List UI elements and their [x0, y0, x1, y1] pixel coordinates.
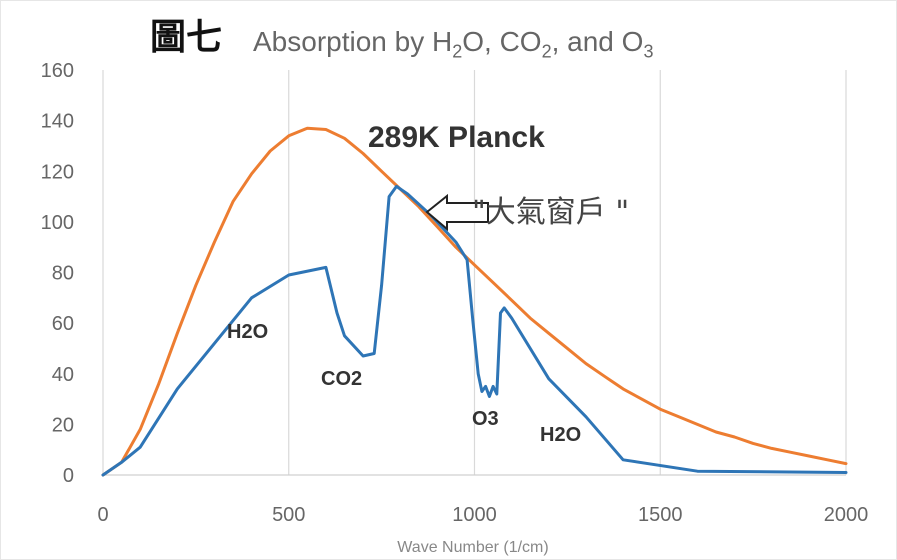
y-tick-label-80: 80 — [52, 263, 74, 285]
absorbed-spectrum-curve — [101, 184, 848, 477]
x-tick-label-1000: 1000 — [452, 504, 497, 526]
x-tick-label-0: 0 — [97, 504, 108, 526]
planck-label: 289K Planck — [368, 121, 545, 154]
title-text-3: , and O — [551, 26, 644, 57]
h2o-high-label: H2O — [540, 424, 581, 446]
title-text-2: O, CO — [462, 26, 542, 57]
title-sub-2: 2 — [541, 41, 552, 62]
h2o-low-label: H2O — [227, 321, 268, 343]
x-tick-labels: 0 500 1000 1500 2000 — [97, 504, 868, 526]
y-tick-label-140: 140 — [41, 111, 74, 133]
x-tick-label-1500: 1500 — [638, 504, 683, 526]
series-lines — [101, 126, 848, 477]
y-tick-label-100: 100 — [41, 212, 74, 234]
title-sub-1: 2 — [452, 41, 463, 62]
co2-label: CO2 — [321, 368, 362, 390]
o3-label: O3 — [472, 408, 499, 430]
y-tick-label-0: 0 — [63, 465, 74, 487]
y-tick-label-20: 20 — [52, 414, 74, 436]
x-tick-label-500: 500 — [272, 504, 305, 526]
window-arrow — [425, 193, 489, 232]
title-text-1: Absorption by H — [253, 26, 453, 57]
y-tick-label-120: 120 — [41, 161, 74, 183]
y-tick-label-60: 60 — [52, 313, 74, 335]
x-axis-title: Wave Number (1/cm) — [397, 539, 548, 556]
y-tick-label-40: 40 — [52, 364, 74, 386]
y-tick-label-160: 160 — [41, 60, 74, 82]
planck-curve — [101, 126, 848, 477]
x-tick-label-2000: 2000 — [824, 504, 869, 526]
figure-label: 圖七 — [150, 17, 223, 58]
title-sub-3: 3 — [643, 41, 654, 62]
y-tick-labels: 0 20 40 60 80 100 120 140 160 — [41, 60, 74, 487]
atmospheric-window-label: "大氣窗戶 " — [472, 195, 629, 230]
chart-title: Absorption by H2O, CO2, and O3 — [253, 26, 653, 63]
